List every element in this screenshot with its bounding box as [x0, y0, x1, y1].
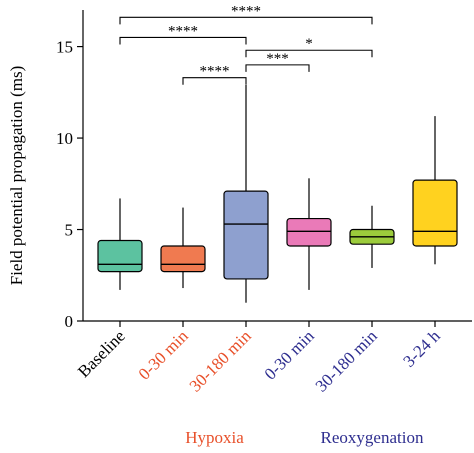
sig-label-3: ***	[266, 51, 289, 67]
sig-line-4	[182, 77, 247, 85]
sig-label-2: *	[305, 36, 313, 52]
sig-bracket-2: *	[245, 36, 373, 58]
x-category-label-4: 30-180 min	[312, 326, 382, 396]
x-category-label-5: 3-24 h	[399, 326, 444, 371]
sig-label-0: ****	[231, 3, 261, 19]
box-body-0	[97, 239, 143, 273]
box-body-3	[286, 217, 332, 247]
sig-bracket-1: ****	[119, 23, 247, 45]
box-2	[223, 85, 269, 303]
y-tick-label-3: 15	[56, 38, 73, 57]
sig-line-0	[119, 16, 373, 25]
box-3	[286, 178, 332, 290]
x-category-label-2: 30-180 min	[186, 326, 256, 396]
box-body-2	[223, 190, 269, 280]
y-tick-label-0: 0	[65, 312, 74, 331]
x-category-label-3: 0-30 min	[261, 326, 319, 384]
box-1	[160, 207, 206, 289]
sig-bracket-3: ***	[245, 51, 310, 72]
axes	[77, 10, 472, 327]
sig-bracket-4: ****	[182, 64, 247, 85]
box-4	[349, 205, 395, 268]
box-5	[412, 116, 458, 265]
sig-bracket-0: ****	[119, 3, 373, 25]
x-category-label-1: 0-30 min	[135, 326, 193, 384]
group-label-0: Hypoxia	[185, 428, 244, 447]
sig-line-1	[119, 36, 247, 45]
box-body-1	[160, 245, 206, 273]
y-tick-label-2: 10	[56, 129, 73, 148]
significance-brackets: ****************	[119, 3, 373, 85]
x-category-label-0: Baseline	[74, 326, 129, 381]
sig-line-2	[245, 49, 373, 58]
sig-label-4: ****	[200, 64, 230, 80]
box-0	[97, 198, 143, 290]
group-label-1: Reoxygenation	[321, 428, 424, 447]
boxes	[97, 85, 458, 303]
y-tick-label-1: 5	[65, 221, 74, 240]
sig-line-3	[245, 64, 310, 72]
box-body-5	[412, 179, 458, 247]
y-axis-label: Field potential propagation (ms)	[7, 66, 26, 286]
sig-label-1: ****	[168, 23, 198, 39]
